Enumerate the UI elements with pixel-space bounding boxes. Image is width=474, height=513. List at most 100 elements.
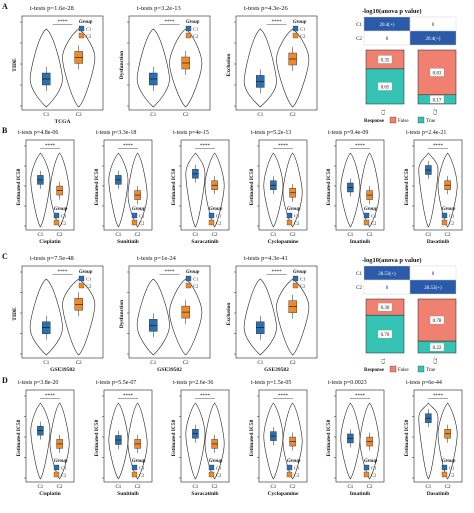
legend-swatch-C2 bbox=[441, 219, 448, 226]
y-axis-label: TIDE bbox=[12, 307, 18, 321]
legend-swatch-true bbox=[417, 116, 425, 124]
legend-label-C1: C1 bbox=[61, 466, 66, 471]
plot-frame bbox=[235, 265, 318, 359]
legend-label-false: False bbox=[398, 119, 409, 124]
data-label-bg bbox=[377, 55, 393, 64]
plot-frame bbox=[413, 139, 463, 231]
data-label-bg bbox=[377, 302, 393, 312]
legend-title: Response bbox=[364, 368, 385, 373]
x-tick-label: C2 bbox=[183, 361, 189, 366]
legend-label-C1: C1 bbox=[139, 466, 144, 471]
data-label-bg bbox=[377, 329, 393, 339]
legend-swatch-C2 bbox=[131, 219, 138, 226]
plot-frame bbox=[103, 139, 153, 231]
legend-swatch-C1 bbox=[185, 25, 192, 32]
legend-swatch-C2 bbox=[286, 219, 293, 226]
y-axis-label: Estimated IC50 bbox=[326, 419, 332, 456]
x-tick-label: C1 bbox=[37, 485, 43, 490]
significance-label: **** bbox=[355, 144, 366, 149]
y-axis-label: Estimated IC50 bbox=[404, 168, 410, 205]
legend-swatch-C2 bbox=[53, 471, 60, 478]
significance-label: **** bbox=[355, 394, 366, 399]
violin-chart-1: t-tests p=3.2e-13 Dysfunction **** C1 C2 Grou… bbox=[119, 5, 211, 118]
x-tick-label: C2 bbox=[367, 485, 373, 490]
data-label-bg bbox=[429, 95, 445, 104]
plot-frame bbox=[25, 389, 75, 483]
heatmap-0: -log10(anova p value) 20.4(+) 0 C1 0 20.4(+) C… bbox=[356, 8, 457, 46]
x-tick-label: C1 bbox=[347, 485, 353, 490]
legend-title: Group bbox=[54, 459, 68, 464]
legend-swatch-C1 bbox=[53, 212, 60, 219]
data-label-bg bbox=[377, 82, 393, 91]
violin-C1 bbox=[418, 402, 439, 480]
legend-title: Group bbox=[287, 459, 301, 464]
legend-label-C2: C2 bbox=[193, 34, 198, 39]
legend-swatch-C1 bbox=[286, 464, 293, 471]
x-tick-label: C1 bbox=[347, 233, 353, 238]
heatmap-value: 20.4(+) bbox=[380, 23, 395, 28]
chart-title: t-tests p=4.3e-41 bbox=[244, 255, 288, 262]
x-axis-label: Cisplatin bbox=[39, 239, 60, 245]
legend-swatch-C1 bbox=[185, 275, 192, 282]
x-tick-label: C2 bbox=[57, 485, 63, 490]
legend-swatch-C2 bbox=[292, 32, 299, 39]
chart-title: t-tests p=4e-15 bbox=[173, 130, 209, 136]
data-label: 0.17 bbox=[433, 98, 442, 103]
violin-C1 bbox=[418, 152, 439, 228]
violin-C2 bbox=[62, 278, 96, 356]
legend-swatch-C2 bbox=[292, 282, 299, 289]
legend-title: Group bbox=[442, 207, 456, 212]
legend-swatch-C1 bbox=[131, 464, 138, 471]
significance-label: **** bbox=[165, 270, 176, 275]
y-axis-label: Estimated IC50 bbox=[249, 419, 255, 456]
x-tick-label: C2 bbox=[290, 485, 296, 490]
legend-title: Group bbox=[54, 207, 68, 212]
significance-label: **** bbox=[58, 270, 69, 275]
significance-label: **** bbox=[200, 394, 211, 399]
significance-label: **** bbox=[278, 394, 289, 399]
legend-label-C2: C2 bbox=[449, 221, 454, 226]
x-tick-label: C2 bbox=[57, 233, 63, 238]
x-axis-label: Cyclopamine bbox=[268, 239, 299, 245]
legend-swatch-true bbox=[417, 365, 425, 373]
violin-chart-20: t-tests p=0.0023 Estimated IC50 **** C1 C2Im… bbox=[326, 380, 385, 497]
x-tick-label: C2 bbox=[76, 113, 82, 118]
y-axis-label: Estimated IC50 bbox=[249, 168, 255, 205]
legend-label-C1: C1 bbox=[371, 466, 376, 471]
bar-category-label: C2 bbox=[434, 358, 439, 364]
heatmap-1: -log10(anova p value) 28.53(+) 0 C1 0 28.53(+… bbox=[356, 257, 457, 295]
x-tick-label: C1 bbox=[425, 485, 431, 490]
legend-label-C2: C2 bbox=[61, 473, 66, 478]
legend-label-C2: C2 bbox=[300, 34, 305, 39]
legend-swatch-C2 bbox=[363, 219, 370, 226]
chart-title: t-tests p=1e-24 bbox=[137, 255, 177, 262]
violin-C1 bbox=[185, 152, 206, 228]
heatmap-value: 0 bbox=[432, 23, 435, 28]
panel-label-D: D bbox=[2, 376, 8, 385]
legend-label-C2: C2 bbox=[449, 473, 454, 478]
legend-label-C1: C1 bbox=[294, 466, 299, 471]
heatmap-row-label: C1 bbox=[356, 272, 362, 277]
legend-title: Group bbox=[364, 459, 378, 464]
x-tick-label: C2 bbox=[367, 233, 373, 238]
legend-swatch-false bbox=[389, 116, 397, 124]
legend-title: Group bbox=[442, 459, 456, 464]
plot-frame bbox=[413, 389, 463, 483]
plot-frame bbox=[180, 389, 230, 483]
stacked-bar-1: 0.30 0.70 C1 0.78 0.22 C2 Response False True bbox=[364, 298, 457, 373]
significance-label: **** bbox=[123, 144, 134, 149]
significance-label: **** bbox=[272, 20, 283, 25]
legend-swatch-C2 bbox=[441, 471, 448, 478]
legend-label-C2: C2 bbox=[294, 473, 299, 478]
y-axis-label: Estimated IC50 bbox=[171, 419, 177, 456]
x-tick-label: C1 bbox=[192, 233, 198, 238]
x-axis-label: Saracatinib bbox=[191, 491, 218, 497]
heatmap-value: 0 bbox=[386, 286, 389, 291]
chart-title: t-tests p=0.0023 bbox=[328, 380, 367, 386]
x-axis-label: Imatinib bbox=[350, 491, 370, 497]
